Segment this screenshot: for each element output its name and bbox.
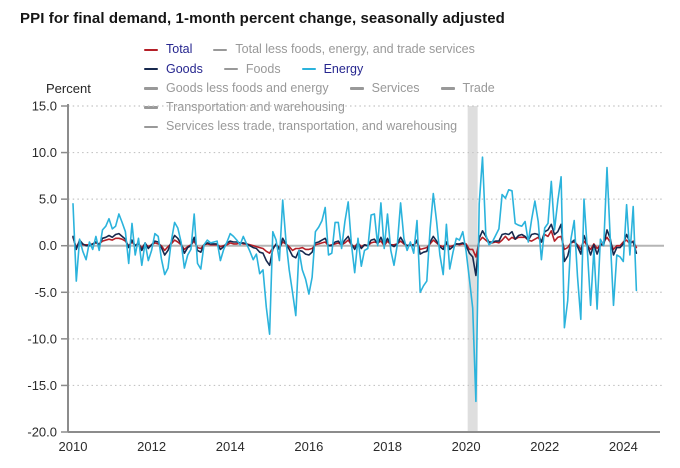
- line-swatch-icon: [144, 87, 158, 90]
- legend-item-total-less-foods-energy-and-trade-services[interactable]: Total less foods, energy, and trade serv…: [213, 41, 475, 58]
- y-tick-label: 5.0: [39, 192, 57, 207]
- recession-band: [467, 106, 478, 432]
- y-tick-label: -20.0: [27, 425, 57, 440]
- legend-item-transportation-and-warehousing[interactable]: Transportation and warehousing: [144, 99, 345, 116]
- legend-item-label: Services less trade, transportation, and…: [166, 119, 458, 134]
- legend-item-label: Trade: [462, 80, 495, 95]
- legend-item-label: Total: [166, 42, 193, 57]
- legend-row: Total Total less foods, energy, and trade…: [144, 39, 495, 58]
- y-tick-label: -15.0: [27, 378, 57, 393]
- x-tick-label: 2020: [452, 439, 481, 454]
- legend-item-trade[interactable]: Trade: [440, 80, 495, 97]
- legend-row: Goods less foods and energy Services Trade: [144, 78, 495, 97]
- x-tick-label: 2012: [137, 439, 166, 454]
- series-line-total: [72, 230, 638, 258]
- legend-item-label: Transportation and warehousing: [166, 100, 345, 114]
- legend-item-label: Goods: [166, 61, 203, 76]
- y-tick-label: -10.0: [27, 331, 57, 346]
- x-tick-label: 2022: [530, 439, 559, 454]
- legend-item-label: Goods less foods and energy: [166, 80, 329, 95]
- line-swatch-icon: [301, 67, 316, 71]
- x-tick-label: 2010: [59, 439, 88, 454]
- y-tick-label: 0.0: [39, 238, 57, 253]
- legend-item-label: Energy: [323, 61, 364, 76]
- legend-item-services-less-trade-transportation-and-warehousing[interactable]: Services less trade, transportation, and…: [144, 118, 457, 135]
- line-swatch-icon: [213, 48, 228, 51]
- x-tick-label: 2024: [609, 439, 638, 454]
- legend-item-label: Total less foods, energy, and trade serv…: [235, 42, 475, 57]
- legend-item-goods[interactable]: Goods: [144, 61, 203, 78]
- legend-item-total[interactable]: Total: [144, 41, 192, 58]
- x-tick-label: 2014: [216, 439, 245, 454]
- line-swatch-icon: [440, 87, 455, 90]
- legend-row: Transportation and warehousing: [144, 97, 495, 116]
- y-tick-label: 15.0: [32, 99, 57, 114]
- x-tick-label: 2016: [294, 439, 323, 454]
- line-swatch-icon: [144, 48, 158, 51]
- legend-item-label: Foods: [245, 61, 281, 76]
- legend-item-energy[interactable]: Energy: [301, 61, 364, 78]
- legend-row: Goods Foods Energy: [144, 58, 495, 77]
- series-line-energy: [72, 156, 638, 403]
- legend-item-goods-less-foods-and-energy[interactable]: Goods less foods and energy: [144, 80, 329, 97]
- legend-row: Services less trade, transportation, and…: [144, 116, 495, 135]
- legend-item-foods[interactable]: Foods: [223, 61, 281, 78]
- line-swatch-icon: [349, 87, 364, 90]
- y-axis-unit-label: Percent: [46, 81, 91, 96]
- y-tick-label: -5.0: [35, 285, 57, 300]
- line-swatch-icon: [144, 106, 158, 109]
- chart-title: PPI for final demand, 1-month percent ch…: [20, 10, 505, 27]
- legend-item-services[interactable]: Services: [349, 80, 420, 97]
- x-tick-label: 2018: [373, 439, 402, 454]
- series-line-goods: [72, 223, 638, 277]
- line-swatch-icon: [223, 67, 238, 71]
- line-swatch-icon: [144, 125, 158, 128]
- line-swatch-icon: [144, 67, 158, 71]
- chart-legend: Total Total less foods, energy, and trade…: [144, 39, 495, 135]
- y-tick-label: 10.0: [32, 145, 57, 160]
- legend-item-label: Services: [371, 80, 420, 95]
